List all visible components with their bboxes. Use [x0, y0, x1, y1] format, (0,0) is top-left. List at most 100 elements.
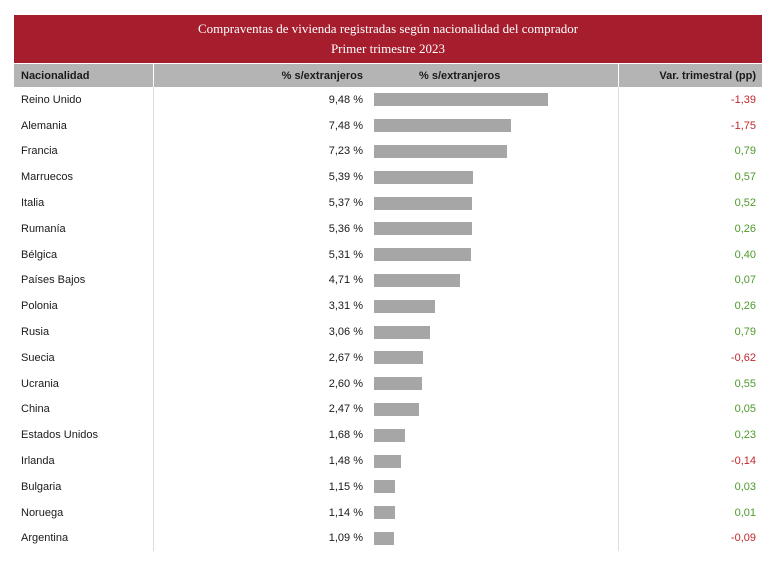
quarterly-change-cell: 0,07 — [618, 267, 762, 294]
percent-bar — [374, 351, 423, 365]
quarterly-change-cell: 0,52 — [618, 190, 762, 216]
bar-cell — [367, 500, 618, 526]
quarterly-change-cell: 0,05 — [618, 396, 762, 423]
percent-cell: 3,06 % — [328, 326, 363, 339]
nationality-cell: Italia — [14, 190, 154, 216]
nationality-cell: Países Bajos — [14, 267, 154, 294]
percent-bar — [374, 531, 394, 545]
quarterly-change-cell: 0,57 — [618, 164, 762, 191]
bar-cell — [367, 268, 618, 294]
percent-cell: 3,31 % — [328, 300, 363, 313]
percent-cell: 9,48 % — [328, 93, 363, 106]
percent-bar — [374, 325, 431, 339]
percent-cell: 2,60 % — [328, 377, 363, 390]
table-row: Rumanía 5,36 % 0,26 — [14, 215, 762, 242]
percent-cell: 1,68 % — [328, 429, 363, 442]
bar-cell — [367, 526, 618, 552]
nationality-cell: Marruecos — [14, 164, 154, 191]
percent-bar — [374, 144, 507, 158]
quarterly-change-cell: -1,75 — [618, 112, 762, 139]
percent-bar — [374, 170, 473, 184]
bar-cell — [367, 242, 618, 268]
nationality-cell: Alemania — [14, 112, 154, 139]
nationality-cell: Francia — [14, 138, 154, 165]
percent-bar — [374, 506, 395, 520]
percent-cell: 7,23 % — [328, 145, 363, 158]
quarterly-change-cell: 0,55 — [618, 370, 762, 397]
percent-cell: 5,36 % — [328, 222, 363, 235]
table-body: Reino Unido 9,48 % -1,39 Alemania 7,48 % -1,7… — [14, 87, 762, 552]
percent-bar — [374, 196, 473, 210]
nationality-cell: Noruega — [14, 499, 154, 526]
table-row: Argentina 1,09 % -0,09 — [14, 525, 762, 552]
bar-cell — [367, 371, 618, 397]
percent-bar — [374, 299, 435, 313]
nationality-cell: Ucrania — [14, 370, 154, 397]
nationality-cell: Argentina — [14, 525, 154, 552]
bar-cell — [367, 113, 618, 139]
percent-cell: 1,09 % — [328, 532, 363, 545]
table-row: Italia 5,37 % 0,52 — [14, 190, 762, 216]
table-row: Ucrania 2,60 % 0,55 — [14, 370, 762, 397]
bar-cell — [367, 87, 618, 113]
percent-cell: 7,48 % — [328, 119, 363, 132]
nationality-cell: Estados Unidos — [14, 422, 154, 449]
table-chart: Compraventas de vivienda registradas seg… — [14, 15, 762, 552]
nationality-cell: Reino Unido — [14, 87, 154, 113]
quarterly-change-cell: 0,23 — [618, 422, 762, 449]
quarterly-change-cell: 0,03 — [618, 473, 762, 500]
table-row: Países Bajos 4,71 % 0,07 — [14, 267, 762, 294]
quarterly-change-cell: -0,14 — [618, 448, 762, 474]
percent-bar — [374, 93, 548, 107]
percent-cell: 4,71 % — [328, 274, 363, 287]
table-row: Alemania 7,48 % -1,75 — [14, 112, 762, 139]
quarterly-change-cell: -1,39 — [618, 87, 762, 113]
table-row: Estados Unidos 1,68 % 0,23 — [14, 422, 762, 449]
bar-cell — [367, 397, 618, 423]
nationality-cell: Irlanda — [14, 448, 154, 474]
nationality-cell: Bélgica — [14, 241, 154, 268]
percent-cell: 1,48 % — [328, 455, 363, 468]
percent-bar — [374, 222, 473, 236]
table-row: China 2,47 % 0,05 — [14, 396, 762, 423]
quarterly-change-cell: 0,79 — [618, 319, 762, 345]
percent-bar — [374, 273, 461, 287]
percent-bar — [374, 377, 422, 391]
bar-cell — [367, 448, 618, 474]
bar-cell — [367, 190, 618, 216]
nationality-cell: Suecia — [14, 344, 154, 371]
percent-bar — [374, 454, 402, 468]
header-nationality: Nacionalidad — [14, 64, 154, 87]
table-header: Nacionalidad % s/extranjeros % s/extranj… — [14, 64, 762, 87]
quarterly-change-cell: -0,09 — [618, 525, 762, 552]
percent-cell: 5,31 % — [328, 248, 363, 261]
bar-cell — [367, 474, 618, 500]
header-percent: % s/extranjeros — [281, 69, 363, 82]
table-row: Suecia 2,67 % -0,62 — [14, 344, 762, 371]
percent-bar — [374, 428, 405, 442]
table-row: Marruecos 5,39 % 0,57 — [14, 164, 762, 191]
bar-cell — [367, 139, 618, 165]
bar-cell — [367, 345, 618, 371]
bar-cell — [367, 422, 618, 448]
percent-cell: 2,47 % — [328, 403, 363, 416]
percent-cell: 5,39 % — [328, 171, 363, 184]
bar-cell — [367, 319, 618, 345]
percent-cell: 1,14 % — [328, 506, 363, 519]
nationality-cell: China — [14, 396, 154, 423]
nationality-cell: Polonia — [14, 293, 154, 320]
percent-bar — [374, 119, 512, 133]
percent-cell: 5,37 % — [328, 197, 363, 210]
bar-cell — [367, 293, 618, 319]
chart-subtitle: Primer trimestre 2023 — [330, 41, 446, 56]
table-row: Polonia 3,31 % 0,26 — [14, 293, 762, 320]
table-row: Rusia 3,06 % 0,79 — [14, 319, 762, 345]
chart-title: Compraventas de vivienda registradas seg… — [197, 21, 579, 36]
title-banner: Compraventas de vivienda registradas seg… — [14, 15, 762, 63]
bar-cell — [367, 216, 618, 242]
header-percent-bar: % s/extranjeros — [419, 69, 501, 82]
percent-cell: 1,15 % — [328, 480, 363, 493]
table-row: Noruega 1,14 % 0,01 — [14, 499, 762, 526]
table-row: Bélgica 5,31 % 0,40 — [14, 241, 762, 268]
quarterly-change-cell: 0,26 — [618, 215, 762, 242]
